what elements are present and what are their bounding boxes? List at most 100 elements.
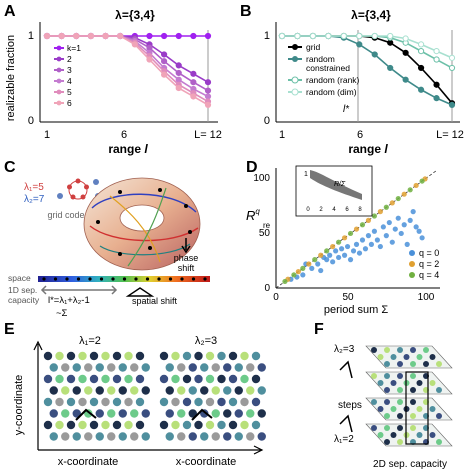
lattice-node — [112, 374, 122, 384]
scatter-point-q4 — [291, 272, 297, 278]
legend-b-grid-marker — [292, 44, 298, 50]
lattice-node — [217, 397, 226, 407]
panel-d-xtick-100: 100 — [418, 292, 435, 303]
panel-d-ytick-100: 100 — [253, 173, 270, 184]
lattice-node — [159, 397, 169, 407]
capacity-node — [410, 399, 416, 405]
panel-d-ytick-50: 50 — [259, 228, 271, 239]
scatter-point-q0 — [371, 228, 377, 234]
lattice-node — [211, 363, 220, 372]
scatter-point-q2 — [377, 209, 383, 215]
lattice-node — [194, 351, 203, 361]
scatter-point-q2 — [401, 191, 407, 197]
scatter-point-q0 — [383, 233, 389, 239]
lattice-node — [66, 397, 76, 407]
capacity-node — [403, 354, 410, 360]
scatter-point-q0 — [362, 246, 369, 252]
capacity-node — [397, 361, 403, 367]
scatter-point-q0 — [339, 246, 345, 252]
data-point — [73, 32, 80, 40]
steps-arrow-bottom — [339, 414, 353, 433]
panel-c: C λ₁=5 λ₂=7 grid code — [4, 159, 210, 319]
panel-c-approx: ~Σ — [56, 308, 68, 319]
lattice-node — [234, 432, 243, 441]
scatter-point-q4 — [359, 222, 366, 228]
panel-d-xtick-50: 50 — [342, 292, 354, 303]
lattice-node — [89, 351, 99, 361]
lattice-node — [194, 397, 203, 407]
capacity-node — [384, 425, 390, 431]
data-point — [204, 93, 212, 100]
scatter-point-q0 — [419, 235, 425, 241]
capacity-box — [405, 371, 429, 445]
lattice-node — [182, 397, 192, 407]
lattice-node — [257, 409, 266, 418]
data-point — [433, 48, 440, 55]
panel-b-lstar-label: l* — [343, 104, 350, 115]
scatter-point-q0 — [380, 224, 386, 230]
panel-d: D Rq re 0 50 100 0 50 100 period sum Σ 1… — [246, 159, 440, 316]
space-dot — [76, 277, 81, 281]
panel-c-space: space — [8, 273, 31, 283]
lattice-node — [240, 397, 249, 407]
capacity-node — [397, 439, 403, 445]
lattice-node — [228, 397, 238, 407]
scatter-point-q2 — [306, 261, 312, 267]
scatter-point-q4 — [395, 195, 401, 202]
lattice-node — [141, 432, 150, 441]
lattice-node — [223, 363, 232, 372]
lattice-node — [223, 409, 232, 418]
capacity-node — [416, 432, 423, 438]
lattice-node — [112, 420, 122, 430]
panel-b-ytick-1: 1 — [264, 30, 270, 42]
panel-d-xlabel: period sum Σ — [324, 304, 388, 316]
data-point — [160, 51, 168, 58]
capacity-node — [429, 380, 436, 386]
lattice-node — [130, 363, 139, 372]
lattice-node — [95, 409, 104, 418]
legend-a-marker-3 — [56, 78, 62, 84]
panel-b-ytick-0: 0 — [264, 115, 270, 127]
lattice-node — [251, 374, 261, 384]
lattice-node — [43, 397, 53, 407]
panel-f-lambda1: λ₁=2 — [334, 434, 354, 445]
scatter-point-q0 — [315, 261, 321, 267]
lattice-node — [130, 409, 139, 418]
lattice-node — [171, 374, 180, 384]
lattice-node — [251, 351, 261, 361]
capacity-node — [429, 432, 436, 438]
lattice-node — [205, 397, 215, 407]
panel-d-ylabel: Rq — [246, 207, 260, 223]
panel-d-xtick-0: 0 — [273, 292, 279, 303]
lattice-node — [141, 386, 150, 395]
data-point — [387, 64, 394, 72]
panel-b-plot — [278, 32, 456, 108]
lattice-lambda2 — [159, 351, 266, 441]
scatter-point-q0 — [341, 252, 348, 258]
lattice-node — [89, 420, 99, 430]
capacity-node — [371, 399, 377, 405]
data-point — [87, 32, 95, 40]
panel-b-letter: B — [240, 3, 252, 20]
data-point — [175, 69, 182, 77]
lattice-node — [182, 420, 192, 430]
panel-a-xtick-6: 6 — [121, 129, 127, 141]
space-dot — [134, 277, 138, 281]
lattice-node — [84, 432, 93, 441]
data-point — [309, 32, 317, 40]
capacity-node — [390, 432, 397, 438]
legend-d-q2: q = 2 — [419, 259, 439, 269]
capacity-node — [377, 406, 384, 412]
data-point — [175, 76, 182, 83]
data-point — [371, 32, 378, 40]
lattice-node — [188, 386, 197, 395]
lattice-node — [205, 374, 215, 384]
lattice-node — [84, 363, 93, 372]
panel-f: F λ₂=3 steps λ₁=2 2D sep. capacity — [314, 321, 453, 470]
data-point — [160, 71, 168, 78]
panel-f-letter: F — [314, 321, 324, 338]
data-point — [356, 41, 363, 48]
lattice-node — [228, 374, 238, 384]
lattice-node — [228, 351, 238, 361]
data-point — [190, 93, 197, 100]
